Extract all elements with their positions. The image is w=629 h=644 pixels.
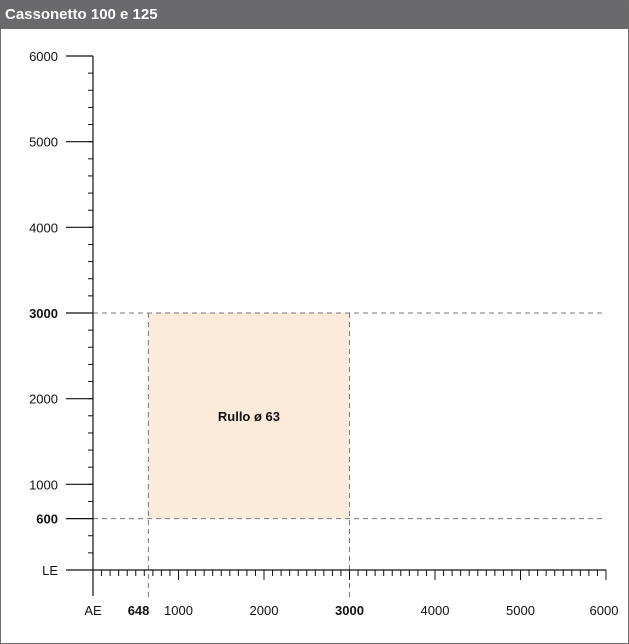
region-label: Rullo ø 63 [218, 409, 280, 424]
x-tick-label: 648 [128, 603, 150, 618]
chart-title: Cassonetto 100 e 125 [1, 1, 628, 29]
y-tick-label: 6000 [29, 49, 58, 64]
y-tick-label: 5000 [29, 135, 58, 150]
y-origin-label: LE [42, 563, 58, 578]
x-tick-label: 3000 [335, 603, 364, 618]
y-tick-label: 3000 [29, 306, 58, 321]
x-tick-label: 1000 [164, 603, 193, 618]
y-tick-label: 4000 [29, 220, 58, 235]
y-tick-label: 600 [36, 512, 58, 527]
region-rect [148, 313, 350, 519]
x-origin-label: AE [84, 603, 102, 618]
x-tick-label: 6000 [590, 603, 619, 618]
y-tick-label: 2000 [29, 392, 58, 407]
x-tick-label: 4000 [421, 603, 450, 618]
x-tick-label: 2000 [250, 603, 279, 618]
y-tick-label: 1000 [29, 477, 58, 492]
x-tick-label: 5000 [506, 603, 535, 618]
